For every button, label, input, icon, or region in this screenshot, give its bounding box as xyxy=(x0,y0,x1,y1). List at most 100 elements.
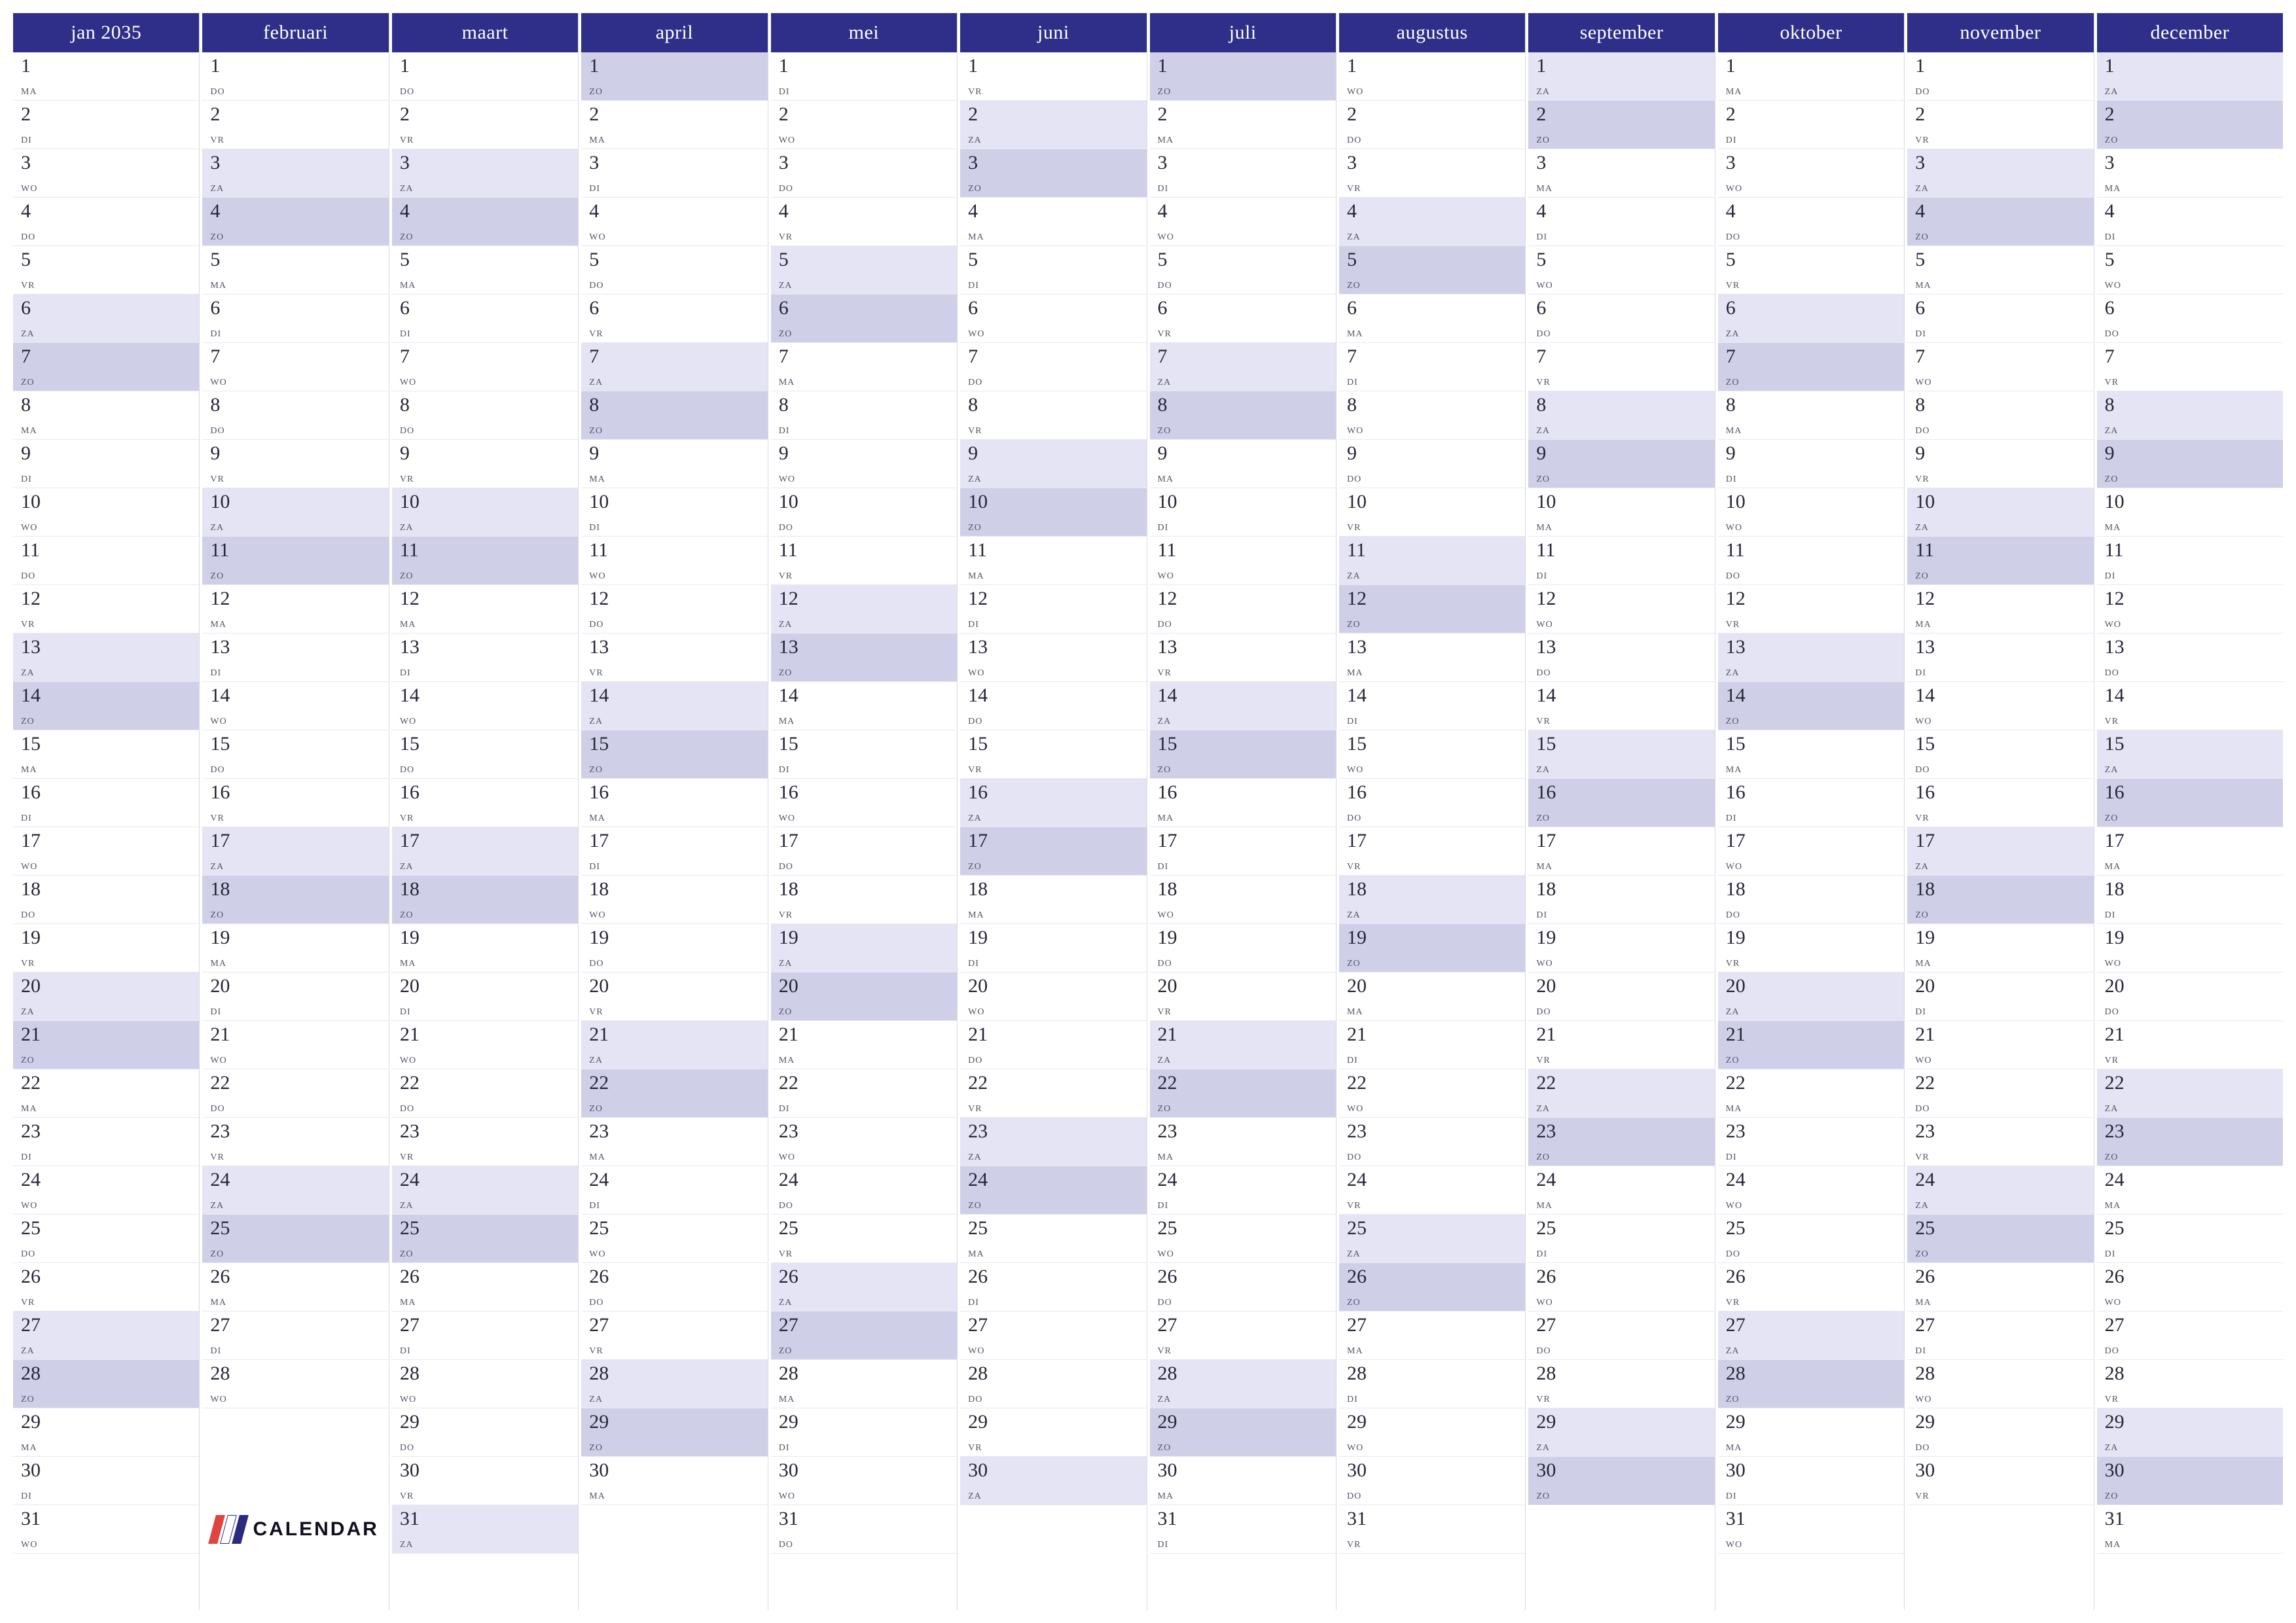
day-cell: 24ZA xyxy=(1907,1166,2093,1215)
month-column: juni1VR2ZA3ZO4MA5DI6WO7DO8VR9ZA10ZO11MA1… xyxy=(960,13,1147,1610)
day-weekday-abbr: DI xyxy=(1536,1249,1706,1260)
month-header: februari xyxy=(202,13,388,52)
day-number: 31 xyxy=(2105,1509,2275,1529)
day-weekday-abbr: DO xyxy=(1347,1491,1517,1502)
day-cell: 26VR xyxy=(1718,1263,1904,1311)
month-header: juni xyxy=(960,13,1146,52)
day-number: 31 xyxy=(779,1509,949,1529)
day-cell: 5MA xyxy=(1907,246,2093,294)
day-weekday-abbr: DO xyxy=(1726,910,1896,921)
day-number: 26 xyxy=(1347,1267,1517,1287)
day-cell: 3DI xyxy=(581,149,767,198)
day-number: 13 xyxy=(21,637,191,657)
day-cell: 18WO xyxy=(1150,876,1336,924)
month-header: september xyxy=(1528,13,1714,52)
day-weekday-abbr: VR xyxy=(1536,378,1706,388)
day-number: 30 xyxy=(1158,1461,1328,1480)
day-cell: 16WO xyxy=(771,779,957,827)
day-cell: 17DI xyxy=(581,827,767,876)
day-number: 11 xyxy=(589,541,759,560)
day-number: 28 xyxy=(1536,1364,1706,1383)
day-cell: 18DO xyxy=(13,876,199,924)
day-weekday-abbr: ZA xyxy=(210,184,380,194)
day-number: 15 xyxy=(400,734,570,754)
day-weekday-abbr: WO xyxy=(2105,1298,2275,1308)
day-weekday-abbr: DI xyxy=(589,862,759,872)
day-number: 22 xyxy=(589,1073,759,1093)
day-cell: 23WO xyxy=(771,1118,957,1166)
day-cell: 7ZO xyxy=(1718,343,1904,391)
day-number: 9 xyxy=(1158,444,1328,463)
month-days: 1ZO2MA3DI4WO5DO6VR7ZA8ZO9MA10DI11WO12DO1… xyxy=(581,52,767,1610)
day-cell: 3ZO xyxy=(960,149,1146,198)
day-weekday-abbr: MA xyxy=(968,571,1138,582)
day-weekday-abbr: VR xyxy=(968,87,1138,98)
day-cell: 29ZA xyxy=(1528,1408,1714,1457)
day-number: 14 xyxy=(1347,686,1517,705)
day-number: 11 xyxy=(400,541,570,560)
day-number: 30 xyxy=(1347,1461,1517,1480)
day-weekday-abbr: ZO xyxy=(1915,1249,2085,1260)
day-cell: 4DO xyxy=(1718,198,1904,246)
day-number: 6 xyxy=(1726,298,1896,318)
day-cell: 7VR xyxy=(1528,343,1714,391)
day-cell: 6DI xyxy=(202,294,388,343)
day-weekday-abbr: ZO xyxy=(21,1056,191,1066)
day-cell: 7WO xyxy=(1907,343,2093,391)
day-number: 13 xyxy=(1726,637,1896,657)
day-weekday-abbr: MA xyxy=(400,281,570,291)
day-weekday-abbr: DO xyxy=(400,765,570,776)
day-cell: 10WO xyxy=(1718,488,1904,537)
day-cell: 3ZA xyxy=(1907,149,2093,198)
day-weekday-abbr: VR xyxy=(1347,523,1517,533)
day-number: 8 xyxy=(589,395,759,415)
day-weekday-abbr: DI xyxy=(21,474,191,485)
day-weekday-abbr: ZA xyxy=(779,1298,949,1308)
day-weekday-abbr: WO xyxy=(21,862,191,872)
day-weekday-abbr: MA xyxy=(779,1395,949,1405)
day-cell: 27DI xyxy=(1907,1311,2093,1360)
day-cell: 31WO xyxy=(1718,1505,1904,1554)
day-weekday-abbr: DI xyxy=(400,668,570,679)
day-number: 10 xyxy=(1915,492,2085,512)
day-cell: 24ZA xyxy=(202,1166,388,1215)
day-number: 23 xyxy=(1158,1122,1328,1141)
day-number: 15 xyxy=(779,734,949,754)
month-days: 1DO2VR3ZA4ZO5MA6DI7WO8DO9VR10ZA11ZO12MA1… xyxy=(202,52,388,1610)
day-number: 24 xyxy=(400,1170,570,1190)
day-number: 25 xyxy=(968,1219,1138,1238)
day-weekday-abbr: ZA xyxy=(400,523,570,533)
day-weekday-abbr: DO xyxy=(1915,1104,2085,1115)
day-weekday-abbr: DI xyxy=(1726,1491,1896,1502)
day-cell: 12DO xyxy=(581,585,767,633)
day-number: 20 xyxy=(779,976,949,996)
day-cell: 9DI xyxy=(1718,440,1904,488)
day-weekday-abbr: MA xyxy=(1158,1491,1328,1502)
empty-cell xyxy=(1907,1505,2093,1554)
day-weekday-abbr: WO xyxy=(968,329,1138,340)
day-weekday-abbr: ZO xyxy=(589,1104,759,1115)
day-number: 29 xyxy=(779,1412,949,1432)
day-weekday-abbr: ZA xyxy=(1347,910,1517,921)
day-weekday-abbr: ZO xyxy=(210,1249,380,1260)
day-number: 20 xyxy=(589,976,759,996)
day-weekday-abbr: MA xyxy=(210,959,380,969)
day-number: 13 xyxy=(1347,637,1517,657)
day-number: 27 xyxy=(968,1315,1138,1335)
day-cell: 26MA xyxy=(202,1263,388,1311)
day-weekday-abbr: WO xyxy=(1726,1201,1896,1211)
month-column: jan 20351MA2DI3WO4DO5VR6ZA7ZO8MA9DI10WO1… xyxy=(13,13,200,1610)
day-weekday-abbr: ZO xyxy=(1158,1443,1328,1454)
day-number: 29 xyxy=(589,1412,759,1432)
day-number: 4 xyxy=(589,202,759,221)
day-weekday-abbr: WO xyxy=(779,474,949,485)
day-weekday-abbr: DI xyxy=(1347,1395,1517,1405)
day-cell: 26DI xyxy=(960,1263,1146,1311)
day-number: 7 xyxy=(1915,347,2085,366)
day-cell: 10MA xyxy=(1528,488,1714,537)
day-number: 25 xyxy=(210,1219,380,1238)
day-weekday-abbr: DI xyxy=(2105,1249,2275,1260)
day-number: 24 xyxy=(589,1170,759,1190)
day-cell: 13ZA xyxy=(1718,633,1904,682)
day-cell: 16MA xyxy=(1150,779,1336,827)
